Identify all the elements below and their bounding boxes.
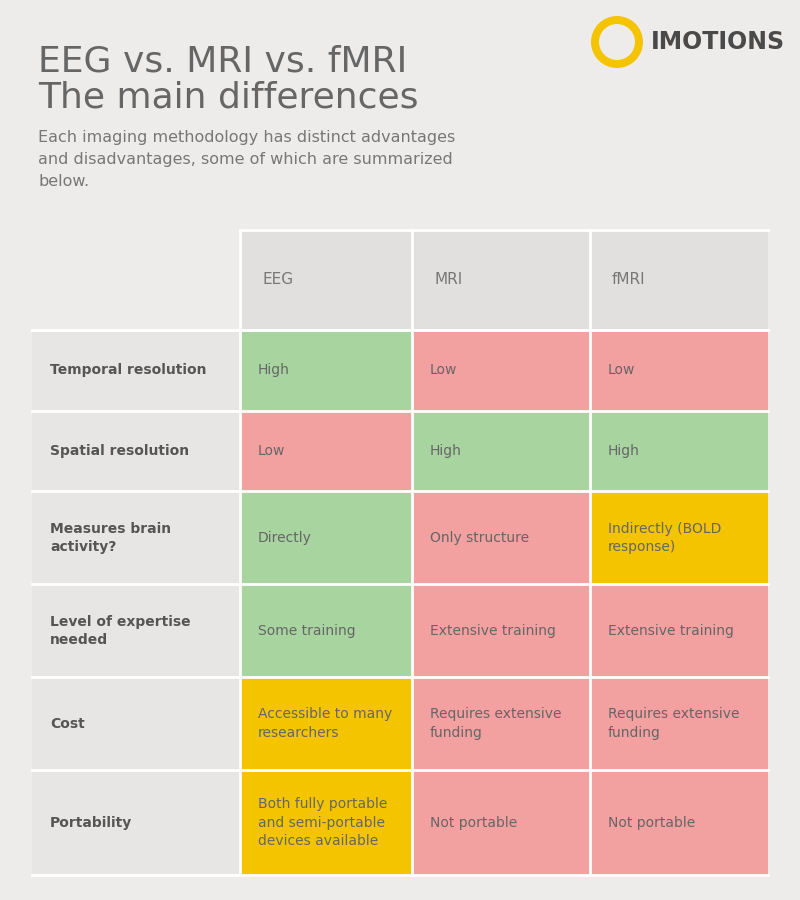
Text: IMOTIONS: IMOTIONS: [651, 30, 785, 54]
Text: Requires extensive
funding: Requires extensive funding: [430, 707, 562, 740]
Text: Low: Low: [258, 444, 286, 458]
Circle shape: [591, 16, 643, 68]
Text: Extensive training: Extensive training: [608, 624, 734, 638]
Text: Only structure: Only structure: [430, 531, 529, 544]
Text: EEG vs. MRI vs. fMRI: EEG vs. MRI vs. fMRI: [38, 45, 407, 79]
Bar: [412, 491, 590, 584]
Bar: [32, 770, 240, 875]
Text: Cost: Cost: [50, 716, 85, 731]
Bar: [240, 230, 412, 330]
Bar: [240, 677, 412, 770]
Bar: [32, 677, 240, 770]
Text: MRI: MRI: [434, 273, 462, 287]
Text: fMRI: fMRI: [612, 273, 646, 287]
Bar: [32, 584, 240, 677]
Bar: [32, 491, 240, 584]
Bar: [590, 410, 768, 491]
Text: Indirectly (BOLD
response): Indirectly (BOLD response): [608, 522, 722, 554]
Text: Not portable: Not portable: [430, 815, 518, 830]
Text: Directly: Directly: [258, 531, 312, 544]
Bar: [240, 491, 412, 584]
Text: Low: Low: [430, 364, 458, 377]
Bar: [412, 330, 590, 410]
Bar: [590, 770, 768, 875]
Text: Temporal resolution: Temporal resolution: [50, 364, 206, 377]
Bar: [240, 584, 412, 677]
Bar: [240, 330, 412, 410]
Bar: [412, 230, 590, 330]
Bar: [412, 770, 590, 875]
Text: High: High: [258, 364, 290, 377]
Text: Both fully portable
and semi-portable
devices available: Both fully portable and semi-portable de…: [258, 797, 387, 848]
Bar: [32, 410, 240, 491]
Text: The main differences: The main differences: [38, 80, 418, 114]
Text: Some training: Some training: [258, 624, 356, 638]
Text: Accessible to many
researchers: Accessible to many researchers: [258, 707, 392, 740]
Text: Measures brain
activity?: Measures brain activity?: [50, 522, 171, 554]
Text: Low: Low: [608, 364, 635, 377]
Bar: [412, 584, 590, 677]
Text: Level of expertise
needed: Level of expertise needed: [50, 615, 190, 647]
Bar: [590, 230, 768, 330]
Text: High: High: [430, 444, 462, 458]
Bar: [412, 410, 590, 491]
Bar: [590, 584, 768, 677]
Text: Spatial resolution: Spatial resolution: [50, 444, 189, 458]
Bar: [590, 330, 768, 410]
Text: EEG: EEG: [262, 273, 293, 287]
Bar: [412, 677, 590, 770]
Text: Not portable: Not portable: [608, 815, 695, 830]
Text: Portability: Portability: [50, 815, 132, 830]
Bar: [240, 410, 412, 491]
Text: High: High: [608, 444, 640, 458]
Bar: [240, 770, 412, 875]
Circle shape: [599, 24, 635, 60]
Text: Requires extensive
funding: Requires extensive funding: [608, 707, 739, 740]
Bar: [590, 491, 768, 584]
Bar: [590, 677, 768, 770]
Text: Each imaging methodology has distinct advantages
and disadvantages, some of whic: Each imaging methodology has distinct ad…: [38, 130, 455, 189]
Text: Extensive training: Extensive training: [430, 624, 556, 638]
Bar: [32, 330, 240, 410]
